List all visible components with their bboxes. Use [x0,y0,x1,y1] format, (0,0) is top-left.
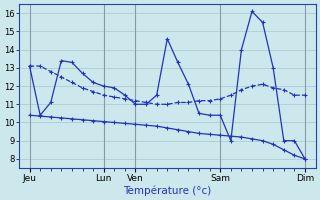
X-axis label: Température (°c): Température (°c) [123,185,212,196]
